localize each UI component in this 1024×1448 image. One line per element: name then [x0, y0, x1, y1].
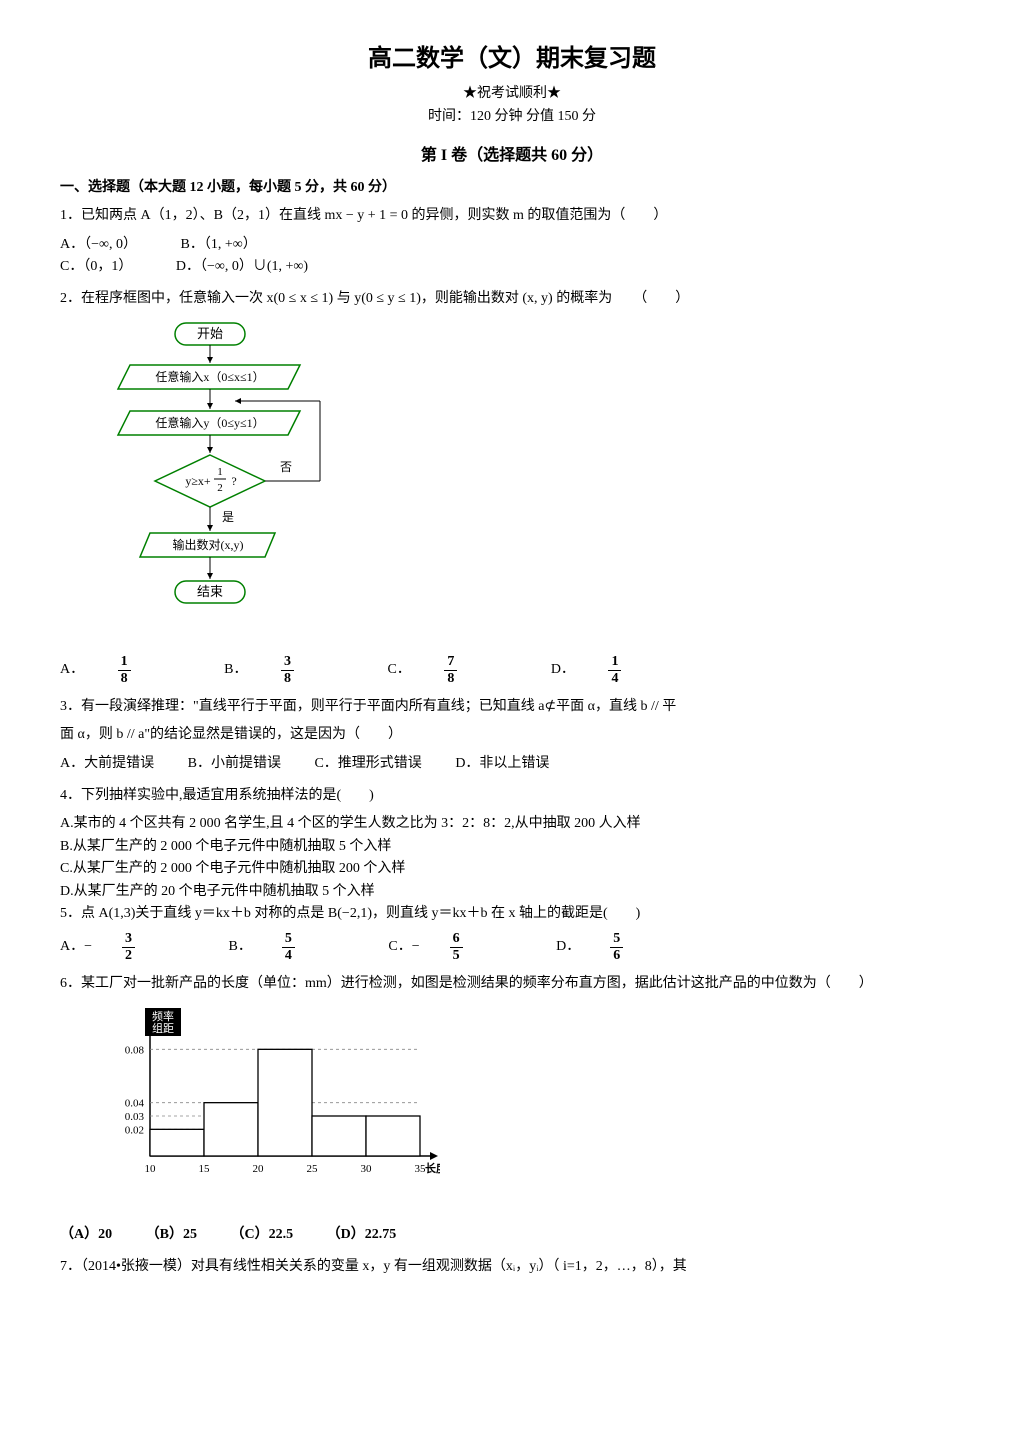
q3-option-d: D．非以上错误 [455, 756, 549, 771]
svg-text:频率: 频率 [152, 1009, 174, 1023]
flow-end: 结束 [197, 584, 223, 599]
q6-option-a: （A）20 [60, 1227, 112, 1242]
q2-b-prefix: B． [224, 662, 247, 677]
flow-cond-den: 2 [217, 482, 223, 494]
q5-d-den: 6 [610, 948, 623, 963]
svg-text:10: 10 [145, 1163, 157, 1175]
histogram-svg: 频率组距0.080.040.030.02101520253035长度(mm) [100, 1006, 440, 1206]
flow-no: 否 [280, 460, 292, 474]
q5-d-prefix: D． [556, 936, 580, 958]
flow-yes: 是 [222, 510, 234, 524]
question-1-options: A．（−∞, 0） B．（1, +∞） C．（0，1） D．（−∞, 0）∪(1… [60, 234, 964, 279]
q3-option-a: A．大前提错误 [60, 756, 154, 771]
flowchart-svg: 开始 任意输入x（0≤x≤1） 任意输入y（0≤y≤1） y≥x+ 1 2 ? … [100, 321, 380, 631]
q2-option-a: A． 18 [60, 662, 194, 677]
q6-option-b: （B）25 [146, 1227, 197, 1242]
q2-option-c: C． 78 [387, 662, 520, 677]
flow-start: 开始 [197, 326, 223, 341]
question-6-options: （A）20 （B）25 （C）22.5 （D）22.75 [60, 1224, 964, 1246]
q4-option-b: B.从某厂生产的 2 000 个电子元件中随机抽取 5 个入样 [60, 836, 964, 858]
flowchart: 开始 任意输入x（0≤x≤1） 任意输入y（0≤y≤1） y≥x+ 1 2 ? … [100, 321, 964, 639]
question-2: 2．在程序框图中，任意输入一次 x(0 ≤ x ≤ 1) 与 y(0 ≤ y ≤… [60, 288, 964, 310]
q2-a-den: 8 [118, 671, 131, 686]
q3-option-c: C．推理形式错误 [314, 756, 421, 771]
flow-output: 输出数对(x,y) [173, 537, 244, 552]
question-1: 1．已知两点 A（1，2）、B（2，1）在直线 mx − y + 1 = 0 的… [60, 205, 964, 227]
question-5-options: A．− 32 B． 54 C．− 65 D． 56 [60, 931, 964, 963]
q5-a-den: 2 [122, 948, 135, 963]
q2-option-d: D． 14 [551, 662, 682, 677]
page-title: 高二数学（文）期末复习题 [60, 40, 964, 78]
q5-b-num: 5 [282, 931, 295, 947]
q4-option-c: C.从某厂生产的 2 000 个电子元件中随机抽取 200 个入样 [60, 858, 964, 880]
q5-a-prefix: A．− [60, 936, 92, 958]
q2-c-den: 8 [444, 671, 457, 686]
q5-b-prefix: B． [229, 936, 252, 958]
flow-cond-pre: y≥x+ [185, 474, 211, 488]
q6-option-c: （C）22.5 [230, 1227, 293, 1242]
q4-option-d: D.从某厂生产的 20 个电子元件中随机抽取 5 个入样 [60, 881, 964, 903]
q5-c-prefix: C．− [388, 936, 419, 958]
section-1-title: 第 I 卷（选择题共 60 分） [60, 143, 964, 169]
q6-option-d: （D）22.75 [327, 1227, 397, 1242]
svg-text:长度(mm): 长度(mm) [425, 1161, 440, 1175]
q2-option-b: B． 38 [224, 662, 357, 677]
svg-text:0.03: 0.03 [125, 1111, 145, 1123]
question-7: 7．（2014•张掖一模）对具有线性相关关系的变量 x，y 有一组观测数据（xᵢ… [60, 1256, 964, 1278]
q5-b-den: 4 [282, 948, 295, 963]
q5-a-num: 3 [122, 931, 135, 947]
q2-c-prefix: C． [387, 662, 410, 677]
question-group-title: 一、选择题（本大题 12 小题，每小题 5 分，共 60 分） [60, 177, 964, 199]
q5-option-d: D． 56 [556, 931, 683, 963]
question-3-line2: 面 α，则 b // a"的结论显然是错误的，这是因为（ ） [60, 724, 964, 746]
question-3-options: A．大前提错误 B．小前提错误 C．推理形式错误 D．非以上错误 [60, 753, 964, 775]
q5-option-a: A．− 32 [60, 931, 195, 963]
histogram: 频率组距0.080.040.030.02101520253035长度(mm) [100, 1006, 964, 1214]
q2-a-prefix: A． [60, 662, 84, 677]
q2-d-den: 4 [608, 671, 621, 686]
q2-b-den: 8 [281, 671, 294, 686]
flow-input-y: 任意输入y（0≤y≤1） [155, 415, 264, 430]
svg-text:0.02: 0.02 [125, 1124, 144, 1136]
q5-option-b: B． 54 [229, 931, 355, 963]
q3-option-b: B．小前提错误 [188, 756, 281, 771]
flow-input-x: 任意输入x（0≤x≤1） [155, 369, 264, 384]
q2-d-prefix: D． [551, 662, 575, 677]
svg-text:25: 25 [307, 1163, 319, 1175]
q5-option-c: C．− 65 [388, 931, 522, 963]
svg-text:15: 15 [199, 1163, 211, 1175]
q5-d-num: 5 [610, 931, 623, 947]
q5-c-num: 6 [450, 931, 463, 947]
flow-cond-post: ? [231, 474, 236, 488]
q2-d-num: 1 [608, 654, 621, 670]
question-2-options: A． 18 B． 38 C． 78 D． 14 [60, 654, 964, 686]
q4-option-a: A.某市的 4 个区共有 2 000 名学生,且 4 个区的学生人数之比为 3：… [60, 813, 964, 835]
question-5: 5．点 A(1,3)关于直线 y＝kx＋b 对称的点是 B(−2,1)，则直线 … [60, 903, 964, 925]
q1-option-b: B．（1, +∞） [181, 237, 257, 252]
q2-b-num: 3 [281, 654, 294, 670]
flow-cond-num: 1 [217, 466, 223, 478]
question-4: 4．下列抽样实验中,最适宜用系统抽样法的是( ) [60, 785, 964, 807]
svg-text:0.08: 0.08 [125, 1044, 145, 1056]
q1-option-a: A．（−∞, 0） [60, 237, 137, 252]
q1-option-d: D．（−∞, 0）∪(1, +∞) [176, 259, 308, 274]
svg-text:0.04: 0.04 [125, 1097, 145, 1109]
svg-text:20: 20 [253, 1163, 265, 1175]
svg-text:30: 30 [361, 1163, 373, 1175]
q2-a-num: 1 [118, 654, 131, 670]
exam-info: 时间：120 分钟 分值 150 分 [60, 106, 964, 128]
q2-c-num: 7 [444, 654, 457, 670]
good-luck: ★祝考试顺利★ [60, 83, 964, 105]
q5-c-den: 5 [450, 948, 463, 963]
svg-text:组距: 组距 [152, 1021, 174, 1035]
question-6: 6．某工厂对一批新产品的长度（单位：mm）进行检测，如图是检测结果的频率分布直方… [60, 973, 964, 995]
q1-option-c: C．（0，1） [60, 259, 132, 274]
question-3-line1: 3．有一段演绎推理："直线平行于平面，则平行于平面内所有直线；已知直线 a⊄平面… [60, 696, 964, 718]
